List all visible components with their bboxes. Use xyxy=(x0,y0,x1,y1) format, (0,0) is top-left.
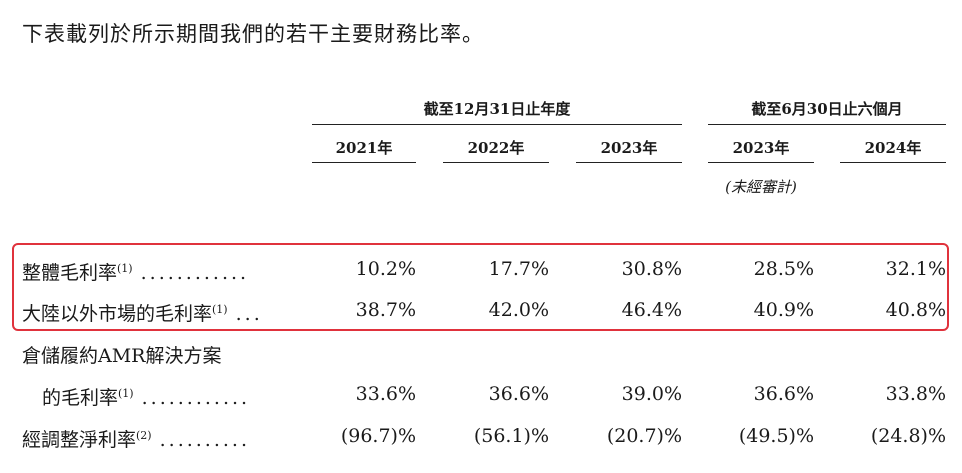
table-cell: (56.1)% xyxy=(473,425,549,447)
table-cell: 46.4% xyxy=(621,299,682,321)
table-cell: 36.6% xyxy=(753,383,814,405)
row-label: 經調整淨利率(2).......... xyxy=(22,425,250,452)
table-cell: 40.9% xyxy=(753,299,814,321)
table-cell: 32.1% xyxy=(885,258,946,280)
table-cell: (20.7)% xyxy=(606,425,682,447)
row-label-text: 整體毛利率 xyxy=(22,262,118,284)
row-label: 的毛利率(1)............ xyxy=(42,383,250,410)
unaudited-note: (未經審計) xyxy=(725,178,797,196)
group-rule-annual xyxy=(312,124,682,125)
leader-dots: ............ xyxy=(141,387,251,409)
table-cell: 38.7% xyxy=(355,299,416,321)
row-label: 大陸以外市場的毛利率(1)... xyxy=(22,299,263,326)
table-cell: 40.8% xyxy=(885,299,946,321)
table-cell: (24.8)% xyxy=(870,425,946,447)
leader-dots: .......... xyxy=(159,429,251,451)
table-cell: 33.6% xyxy=(355,383,416,405)
year-header: 2021年 xyxy=(335,139,393,157)
table-cell: 36.6% xyxy=(488,383,549,405)
table-cell: 39.0% xyxy=(621,383,682,405)
year-rule xyxy=(840,162,946,163)
group-header-annual: 截至12月31日止年度 xyxy=(423,100,571,118)
leader-dots: ... xyxy=(235,303,263,325)
footnote-marker: (1) xyxy=(117,262,133,275)
group-rule-interim xyxy=(708,124,946,125)
year-rule xyxy=(312,162,416,163)
year-header: 2023年 xyxy=(732,139,790,157)
year-header: 2022年 xyxy=(467,139,525,157)
year-rule xyxy=(443,162,549,163)
year-header: 2024年 xyxy=(864,139,922,157)
table-cell: 17.7% xyxy=(488,258,549,280)
table-cell: 30.8% xyxy=(621,258,682,280)
table-cell: 42.0% xyxy=(488,299,549,321)
row-label-text: 大陸以外市場的毛利率 xyxy=(22,303,213,325)
footnote-marker: (2) xyxy=(136,429,152,442)
row-label-text: 經調整淨利率 xyxy=(22,429,137,451)
leader-dots: ............ xyxy=(140,262,250,284)
row-label-text: 倉儲履約AMR解決方案 xyxy=(22,345,222,367)
table-cell: (96.7)% xyxy=(340,425,416,447)
row-label-text: 的毛利率 xyxy=(42,387,119,409)
footnote-marker: (1) xyxy=(118,387,134,400)
year-rule xyxy=(708,162,814,163)
year-rule xyxy=(576,162,682,163)
highlight-box xyxy=(12,243,949,331)
year-header: 2023年 xyxy=(600,139,658,157)
group-header-interim: 截至6月30日止六個月 xyxy=(751,100,903,118)
footnote-marker: (1) xyxy=(212,303,228,316)
row-label: 倉儲履約AMR解決方案 xyxy=(22,341,221,368)
table-cell: 33.8% xyxy=(885,383,946,405)
table-cell: 10.2% xyxy=(355,258,416,280)
table-cell: (49.5)% xyxy=(738,425,814,447)
intro-text: 下表載列於所示期間我們的若干主要財務比率。 xyxy=(22,22,484,46)
table-cell: 28.5% xyxy=(753,258,814,280)
row-label: 整體毛利率(1)............ xyxy=(22,258,249,285)
